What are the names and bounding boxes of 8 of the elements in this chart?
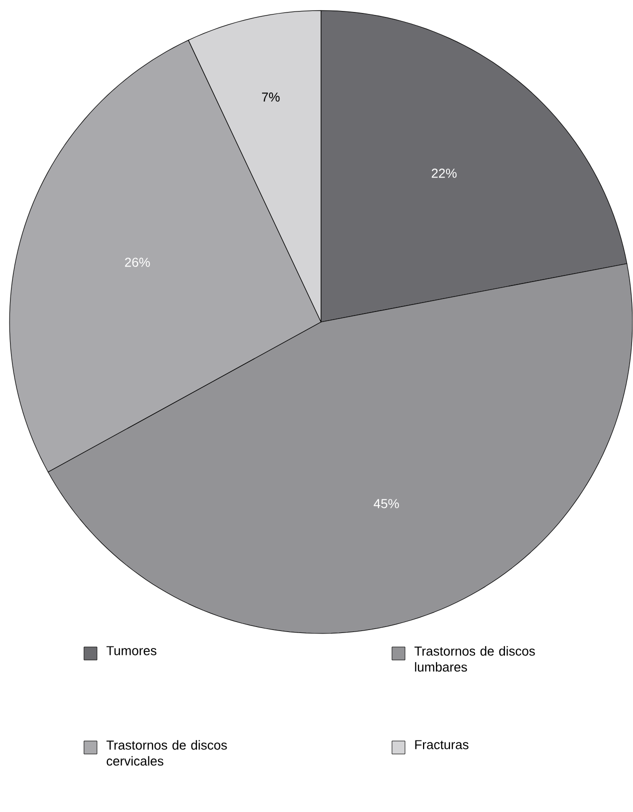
legend-label: Fracturas [415, 740, 469, 750]
legend-label: Trastornos de discos lumbares [414, 646, 536, 672]
data-label: 22% [432, 168, 457, 178]
legend-label: Trastornos de discos cervicales [106, 740, 228, 766]
legend-label: Tumores [106, 646, 156, 656]
data-label: 45% [374, 499, 400, 508]
data-label: 7% [262, 92, 280, 102]
data-label: 26% [125, 258, 150, 267]
